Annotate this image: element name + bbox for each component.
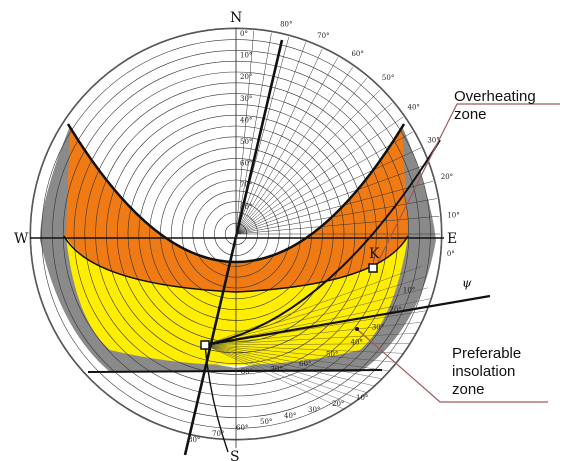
azimuth-labels-s: 80° 70° 60° 50° 40° 30° 20° 10° — [188, 394, 368, 444]
preferable-line3: zone — [452, 381, 485, 398]
azimuth-tick-label: 40° — [408, 103, 420, 111]
north-label: N — [230, 10, 242, 26]
altitude-tick-label: 60° — [240, 160, 252, 168]
azimuth-ray — [235, 49, 323, 235]
azimuth-ray — [235, 215, 440, 235]
azimuth-tick-label: 60° — [299, 360, 311, 368]
lower-zone-boundary — [63, 235, 409, 293]
overheating-zone-fill — [66, 126, 408, 292]
overheating-boundary-curve — [204, 139, 441, 346]
altitude-tick-label: 80° — [240, 203, 252, 211]
azimuth-tick-label: 80° — [188, 436, 200, 444]
fan-ray — [204, 343, 435, 346]
preferable-pointer-dot — [355, 327, 359, 331]
preferable-pointer — [357, 329, 548, 403]
overheating-line2: zone — [454, 106, 487, 123]
azimuth-ray — [235, 163, 428, 235]
altitude-tick-label: 30° — [240, 95, 252, 103]
fan-ray — [204, 266, 422, 346]
fan-ray — [204, 287, 428, 346]
preferable-line1: Preferable — [452, 345, 522, 362]
overheating-zone-callout: Overheating zone — [454, 88, 536, 124]
azimuth-tick-label: 0° — [447, 250, 455, 258]
altitude-tick-label: 20° — [240, 73, 252, 81]
azimuth-tick-label: 70° — [212, 430, 224, 438]
azimuth-tick-label: 60° — [236, 424, 248, 432]
azimuth-ray — [235, 147, 421, 235]
altitude-tick-label: 70° — [240, 181, 252, 189]
south-label: S — [230, 449, 240, 461]
azimuth-ray — [235, 66, 354, 235]
preferable-zone-callout: Preferable insolation zone — [452, 345, 521, 399]
azimuth-tick-label: 70° — [270, 366, 282, 374]
azimuth-labels-se: 10° 20° 30° 40° 50° 60° 70° 80° — [241, 287, 416, 376]
azimuth-tick-label: 10° — [447, 211, 459, 219]
east-label: E — [447, 231, 457, 247]
fan-ray — [204, 320, 434, 346]
tilted-meridian-line — [183, 39, 284, 456]
azimuth-tick-label: 80° — [241, 368, 253, 376]
lower-sun-curve — [204, 344, 229, 453]
azimuth-ray — [235, 198, 437, 235]
azimuth-tick-label: 10° — [403, 287, 415, 295]
azimuth-tick-label: 70° — [317, 32, 329, 40]
azimuth-tick-label: 10° — [356, 394, 368, 402]
azimuth-ray — [235, 33, 272, 235]
overheating-line1: Overheating — [454, 88, 536, 105]
altitude-tick-label: 40° — [240, 116, 252, 124]
azimuth-tick-label: 30° — [308, 406, 320, 414]
azimuth-ray — [235, 42, 307, 235]
azimuth-tick-label: 60° — [351, 50, 363, 58]
azimuth-tick-label: 50° — [382, 74, 394, 82]
altitude-tick-label: 50° — [240, 138, 252, 146]
azimuth-labels-ne: 80° 70° 60° 50° 40° 30° 20° 10° 0° — [280, 21, 460, 259]
altitude-tick-label: 10° — [240, 52, 252, 60]
azimuth-tick-label: 40° — [284, 412, 296, 420]
azimuth-tick-label: 50° — [260, 418, 272, 426]
azimuth-tick-label: 20° — [441, 173, 453, 181]
psi-label: ψ — [462, 276, 472, 290]
upper-zone-boundary — [66, 123, 406, 264]
sun-point-marker — [200, 340, 210, 350]
azimuth-ray — [235, 116, 404, 235]
azimuth-tick-label: 20° — [332, 400, 344, 408]
fan-ray — [204, 331, 435, 346]
fan-ray — [204, 298, 431, 346]
azimuth-tick-label: 40° — [350, 338, 362, 346]
altitude-labels: 0° 10° 20° 30° 40° 50° 60° 70° 80° — [240, 30, 252, 211]
azimuth-ray — [235, 102, 393, 235]
azimuth-tick-label: 30° — [372, 323, 384, 331]
azimuth-tick-label: 30° — [427, 137, 439, 145]
fan-ray — [204, 344, 435, 355]
psi-line — [204, 294, 491, 347]
west-label: W — [14, 231, 29, 247]
azimuth-ray — [235, 57, 339, 235]
point-k-label: K — [369, 246, 380, 262]
overheating-pointer — [377, 103, 560, 263]
azimuth-tick-label: 20° — [389, 306, 401, 314]
azimuth-tick-label: 80° — [280, 21, 292, 29]
altitude-tick-label: 0° — [240, 30, 248, 38]
azimuth-ray — [235, 180, 434, 235]
azimuth-ray — [235, 131, 413, 235]
azimuth-ray — [235, 77, 368, 235]
fan-ray — [204, 344, 435, 367]
preferable-line2: insolation — [452, 363, 516, 380]
azimuth-ray — [235, 30, 255, 235]
azimuth-ray — [235, 89, 381, 235]
azimuth-tick-label: 50° — [326, 351, 338, 359]
point-k-marker — [368, 263, 378, 273]
lower-horizon-line — [87, 369, 383, 373]
